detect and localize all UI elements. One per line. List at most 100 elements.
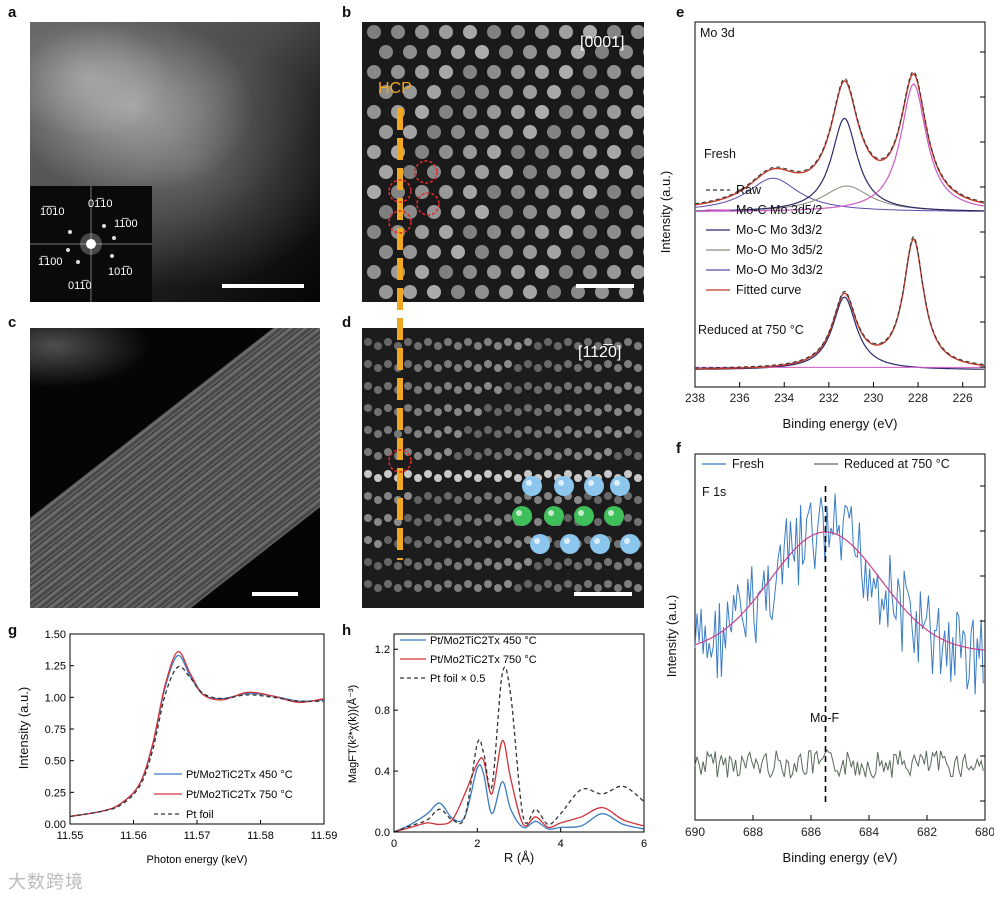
atom-column-b <box>415 265 429 279</box>
atom-column-d <box>514 342 522 350</box>
atom-column-b <box>403 85 417 99</box>
atom-column-d <box>594 342 602 350</box>
model-atom-highlight <box>534 538 540 544</box>
model-atom-highlight <box>526 480 532 486</box>
xtick-label-e: 228 <box>908 391 928 405</box>
title-e: Mo 3d <box>700 26 735 40</box>
atom-column-d <box>374 584 382 592</box>
model-atom-highlight <box>594 538 600 544</box>
atom-column-d <box>554 562 562 570</box>
atom-column-b <box>415 145 429 159</box>
atom-column-d <box>494 496 502 504</box>
atom-column-d <box>504 470 512 478</box>
atom-column-b <box>607 145 621 159</box>
atom-column-d <box>544 448 552 456</box>
atom-column-d <box>624 338 632 346</box>
atom-column-d <box>474 452 482 460</box>
ytick-label-h: 1.2 <box>375 644 390 656</box>
atom-column-b <box>487 185 501 199</box>
watermark: 大数跨境 <box>8 872 84 893</box>
xtick-label-e: 230 <box>863 391 883 405</box>
ylabel-g: Intensity (a.u.) <box>16 687 31 769</box>
scale-bar-a <box>222 284 304 288</box>
atom-column-b <box>511 265 525 279</box>
atom-column-d <box>404 536 412 544</box>
atom-column-b <box>451 45 465 59</box>
atom-column-d <box>624 426 632 434</box>
annot-mo-f: Mo-F <box>810 711 840 725</box>
atom-column-d <box>584 404 592 412</box>
legend-h-0: Pt/Mo2TiC2Tx 450 °C <box>430 635 537 647</box>
atom-column-d <box>494 562 502 570</box>
atom-column-d <box>424 448 432 456</box>
atom-column-d <box>404 514 412 522</box>
atom-column-d <box>534 584 542 592</box>
legend-e-5: Fitted curve <box>736 283 801 297</box>
atom-column-d <box>594 584 602 592</box>
atom-column-d <box>474 364 482 372</box>
atom-column-b <box>643 48 644 56</box>
atom-column-d <box>474 562 482 570</box>
atom-column-b <box>439 25 453 39</box>
atom-column-d <box>564 404 572 412</box>
curve-f-reduced <box>694 749 984 780</box>
atom-column-d <box>484 448 492 456</box>
atom-column-d <box>574 364 582 372</box>
atom-column-d <box>484 492 492 500</box>
atom-column-d <box>484 514 492 522</box>
atom-column-d <box>514 584 522 592</box>
atom-column-d <box>474 540 482 548</box>
atom-column-d <box>404 404 412 412</box>
atom-column-d <box>404 558 412 566</box>
atom-column-b <box>403 285 417 299</box>
model-atom-highlight <box>614 480 620 486</box>
atom-column-d <box>504 492 512 500</box>
atom-column-d <box>494 430 502 438</box>
legend-e-3: Mo-O Mo 3d5/2 <box>736 243 823 257</box>
atom-column-d <box>564 382 572 390</box>
legend-h: Pt/Mo2TiC2Tx 450 °C Pt/Mo2TiC2Tx 750 °C … <box>400 635 537 685</box>
atom-column-d <box>364 382 372 390</box>
atom-column-b <box>535 265 549 279</box>
atom-column-b <box>415 105 429 119</box>
atom-column-b <box>403 205 417 219</box>
curve-e-raw-reduced <box>695 235 984 369</box>
atom-column-b <box>571 245 585 259</box>
atom-column-b <box>367 145 381 159</box>
atom-column-b <box>535 25 549 39</box>
atom-column-d <box>474 584 482 592</box>
legend-h-1: Pt/Mo2TiC2Tx 750 °C <box>430 654 537 666</box>
atom-column-d <box>384 558 392 566</box>
atom-column-d <box>504 404 512 412</box>
atom-column-d <box>544 360 552 368</box>
atom-column-b <box>415 185 429 199</box>
curve-e-mo-o-32 <box>694 177 984 212</box>
atom-column-d <box>484 470 492 478</box>
atom-column-d <box>384 360 392 368</box>
atom-column-b <box>535 225 549 239</box>
atom-column-b <box>523 125 537 139</box>
atom-column-d <box>564 426 572 434</box>
panel-letter-h: h <box>342 622 352 639</box>
curve-e-fit-fresh <box>694 72 985 206</box>
atom-column-b <box>583 225 597 239</box>
flake-c-edge <box>30 328 150 388</box>
atom-column-d <box>414 386 422 394</box>
atom-column-d <box>384 536 392 544</box>
ytick-label-g: 0.00 <box>45 819 66 831</box>
panel-letter-g: g <box>8 622 18 639</box>
atom-column-d <box>534 452 542 460</box>
atom-column-b <box>451 85 465 99</box>
atom-column-b <box>499 85 513 99</box>
atom-column-b <box>571 165 585 179</box>
atom-column-d <box>364 338 372 346</box>
atom-column-d <box>584 580 592 588</box>
atom-circle-4 <box>416 192 440 216</box>
atom-column-d <box>384 580 392 588</box>
atom-column-d <box>464 580 472 588</box>
xlabel-e: Binding energy (eV) <box>783 416 898 431</box>
atom-column-b <box>619 125 633 139</box>
atom-column-d <box>414 474 422 482</box>
atom-column-d <box>434 540 442 548</box>
atom-column-b <box>415 25 429 39</box>
